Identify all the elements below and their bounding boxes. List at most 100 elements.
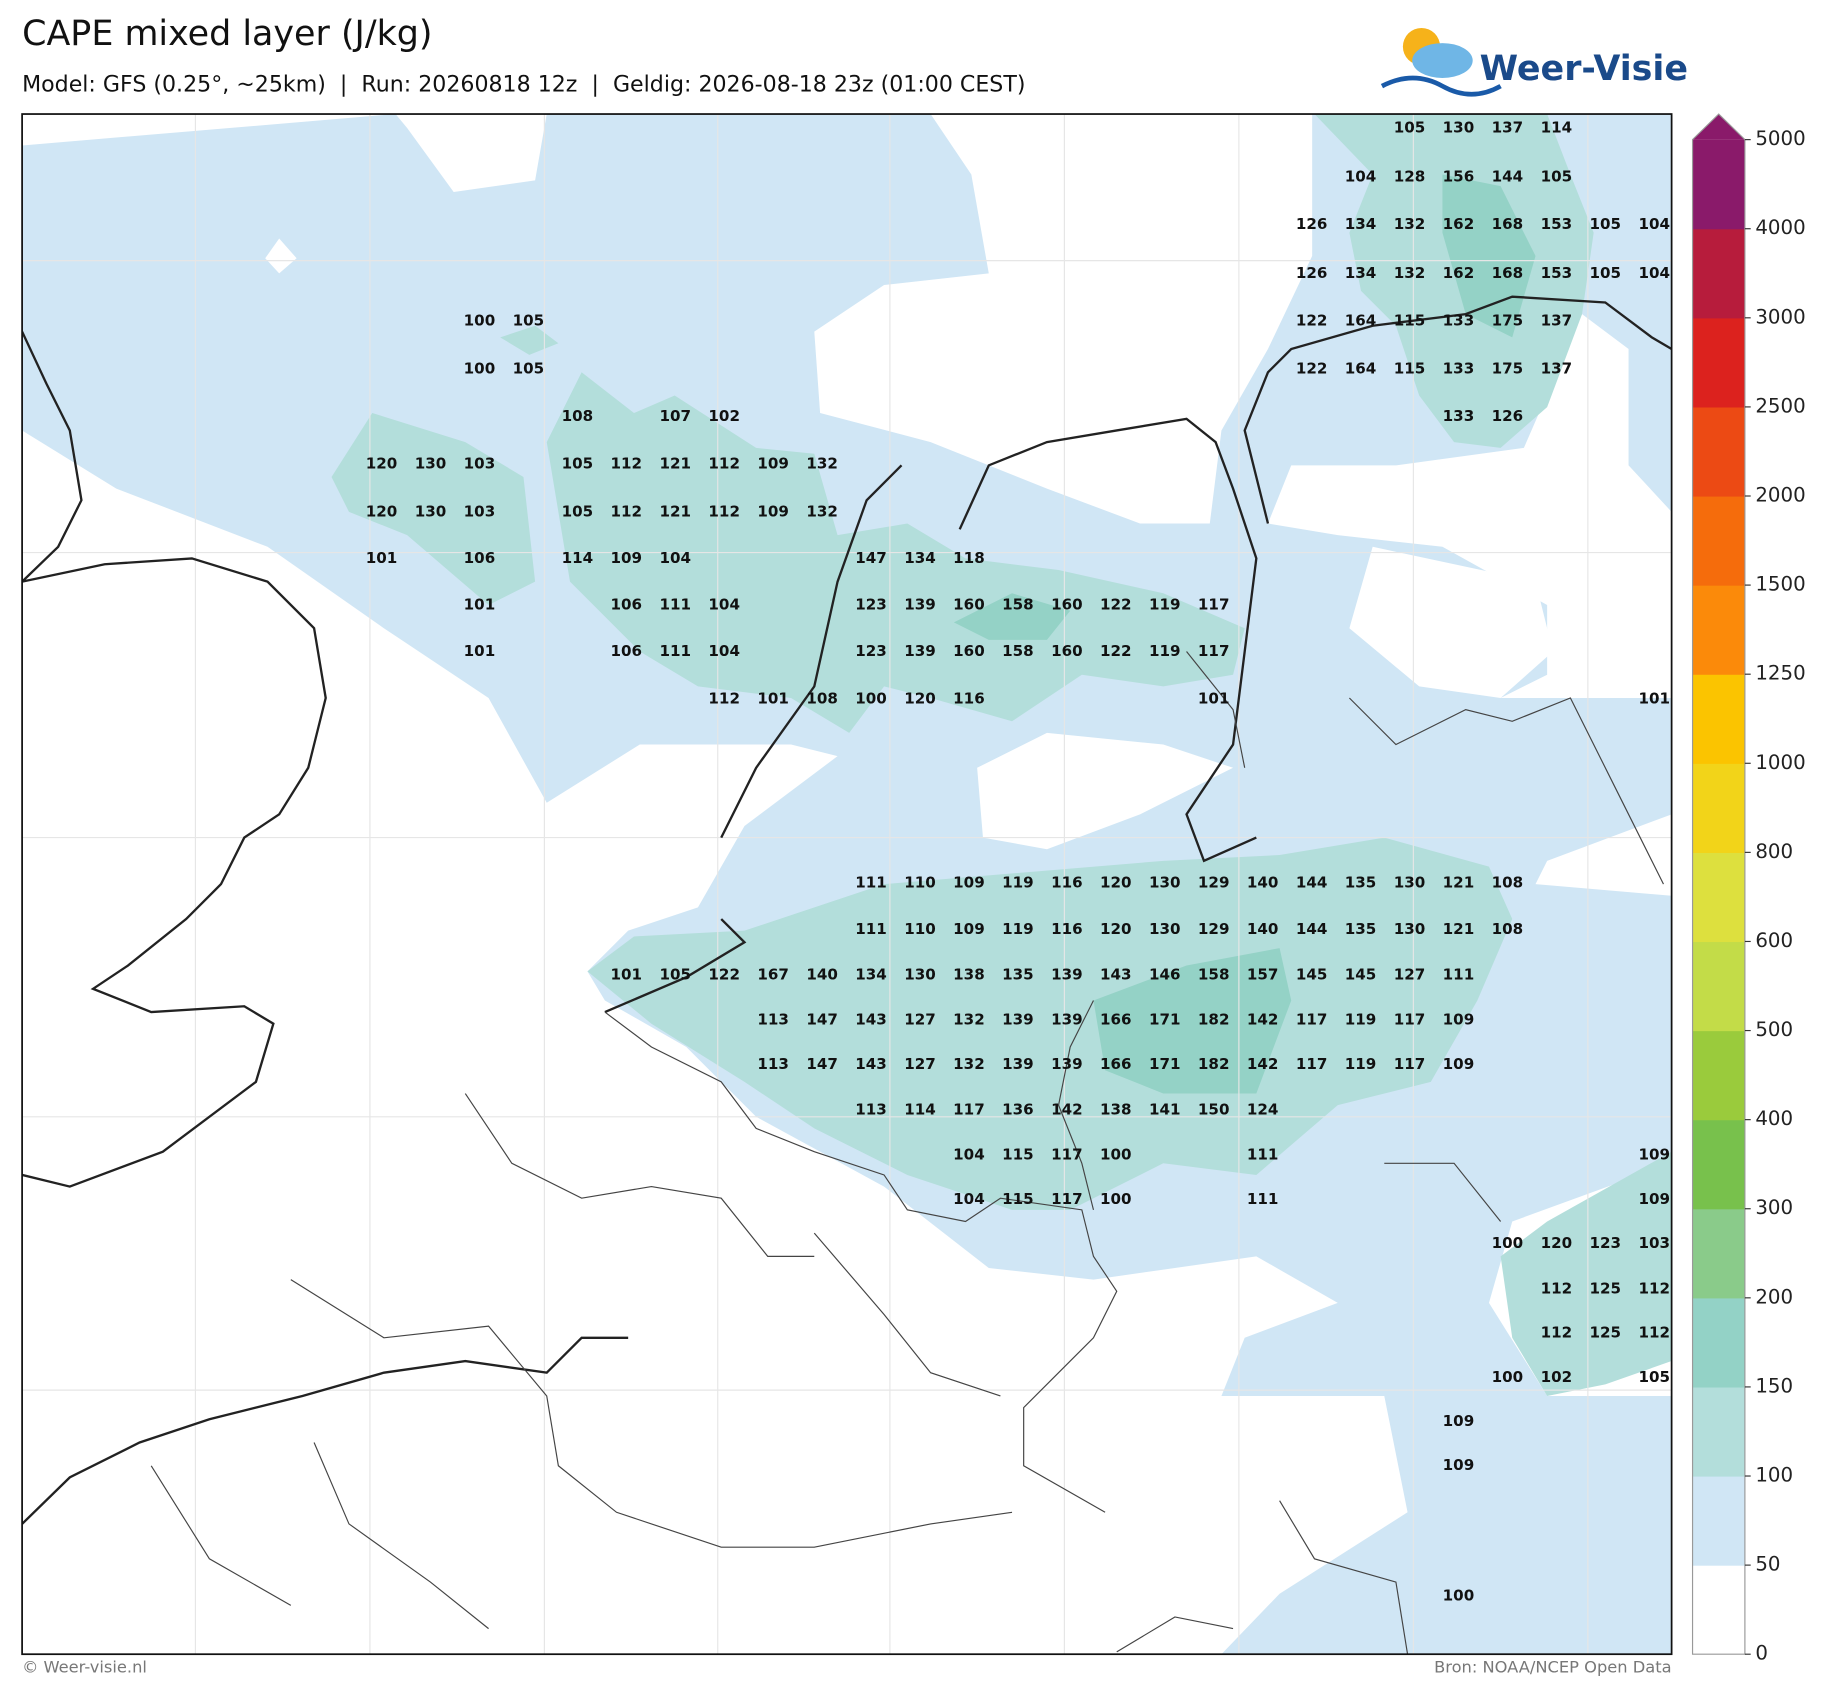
cape-value-label: 109 [953,920,985,938]
cape-value-label: 122 [1100,595,1132,613]
cape-value-label: 113 [757,1011,789,1029]
cape-value-label: 168 [1492,215,1524,233]
cape-value-label: 112 [1638,1324,1670,1342]
coastline [22,295,1672,1525]
colorbar-band [1692,763,1745,853]
cape-value-label: 118 [953,549,985,567]
cape-value-label: 116 [1051,920,1083,938]
cape-value-label: 105 [513,359,545,377]
cape-value-label: 132 [1394,215,1426,233]
colorbar-tick-label: 600 [1755,929,1793,952]
cape-value-label: 101 [464,642,496,660]
cape-value-label: 124 [1247,1100,1279,1118]
cape-100 [331,114,1672,1396]
colorbar-tick-label: 1250 [1755,662,1805,685]
map-fill [22,114,1672,1655]
cape-value-label: 101 [366,549,398,567]
cape-value-label: 160 [1051,595,1083,613]
cape-value-label: 105 [659,965,691,983]
cape-value-label: 146 [1149,965,1181,983]
cape-value-label: 120 [1100,873,1132,891]
cape-value-label: 139 [1051,965,1083,983]
cape-value-label: 109 [953,873,985,891]
colorbar-tick-label: 50 [1755,1553,1780,1576]
cape-value-label: 135 [1002,965,1034,983]
cape-value-label: 100 [1492,1234,1524,1252]
cape-value-label: 130 [415,455,447,473]
cape-value-label: 175 [1492,359,1524,377]
cape-value-label: 101 [757,690,789,708]
cape-value-label: 106 [611,595,643,613]
cape-value-label: 143 [855,1055,887,1073]
cape-value-label: 109 [1443,1412,1475,1430]
cape-value-label: 105 [1590,264,1622,282]
colorbar-band [1692,228,1745,319]
cape-value-label: 111 [659,595,691,613]
map: 105 130 137 114 104 128 156 144 105 126 134 132 162 1… [21,113,1673,1656]
cape-value-label: 162 [1443,215,1475,233]
cape-value-label: 117 [953,1100,985,1118]
colorbar-tick-label: 2000 [1755,484,1805,507]
colorbar-tick-label: 1000 [1755,751,1805,774]
cape-value-label: 137 [1492,119,1524,137]
cape-value-label: 134 [855,965,887,983]
cape-value-label: 138 [1100,1100,1132,1118]
colorbar-band [1692,1386,1745,1477]
cape-value-label: 108 [806,690,838,708]
cape-value-label: 109 [757,502,789,520]
cape-value-label: 126 [1296,264,1328,282]
colorbar-band [1692,941,1745,1032]
colorbar-band [1692,406,1745,497]
cape-value-label: 116 [1051,873,1083,891]
cape-value-label: 133 [1443,359,1475,377]
cape-value-label: 115 [1002,1146,1034,1164]
cape-value-label: 116 [953,690,985,708]
cape-value-label: 171 [1149,1011,1181,1029]
cape-value-label: 120 [904,690,936,708]
cape-value-label: 111 [1443,965,1475,983]
cape-value-label: 104 [659,549,691,567]
cape-value-label: 130 [1149,920,1181,938]
cape-value-label: 120 [1541,1234,1573,1252]
cape-value-label: 101 [1638,690,1670,708]
cape-value-label: 100 [1100,1146,1132,1164]
cape-value-label: 132 [1394,264,1426,282]
cape-value-label: 133 [1443,312,1475,330]
copyright: © Weer-visie.nl [22,1658,147,1677]
cape-value-label: 109 [611,549,643,567]
cape-value-label: 141 [1149,1100,1181,1118]
cape-value-label: 104 [1638,264,1670,282]
cape-value-label: 147 [855,549,887,567]
cape-value-label: 101 [611,965,643,983]
cape-value-label: 137 [1541,312,1573,330]
cape-value-label: 132 [806,502,838,520]
cape-value-label: 153 [1541,215,1573,233]
cape-value-label: 100 [1100,1190,1132,1208]
cape-value-label: 127 [904,1055,936,1073]
cape-value-label: 104 [953,1190,985,1208]
cape-value-label: 111 [659,642,691,660]
cape-value-label: 106 [611,642,643,660]
cape-value-label: 122 [1296,312,1328,330]
cape-value-label: 105 [1638,1368,1670,1386]
cape-value-label: 117 [1296,1055,1328,1073]
cape-value-label: 147 [806,1011,838,1029]
cape-value-label: 153 [1541,264,1573,282]
cape-value-label: 102 [1541,1368,1573,1386]
colorbar-tick-label: 200 [1755,1285,1793,1308]
cape-value-label: 120 [1100,920,1132,938]
cape-value-label: 109 [1443,1055,1475,1073]
cape-value-label: 145 [1296,965,1328,983]
cape-value-label: 160 [953,642,985,660]
cape-value-label: 112 [1541,1324,1573,1342]
cape-value-label: 120 [366,502,398,520]
cape-value-label: 142 [1247,1011,1279,1029]
cape-value-label: 140 [806,965,838,983]
cape-value-label: 115 [1394,312,1426,330]
cape-value-label: 147 [806,1055,838,1073]
cape-value-label: 130 [904,965,936,983]
cape-value-label: 132 [806,455,838,473]
cape-value-label: 136 [1002,1100,1034,1118]
cape-value-label: 127 [1394,965,1426,983]
cape-value-label: 139 [904,595,936,613]
